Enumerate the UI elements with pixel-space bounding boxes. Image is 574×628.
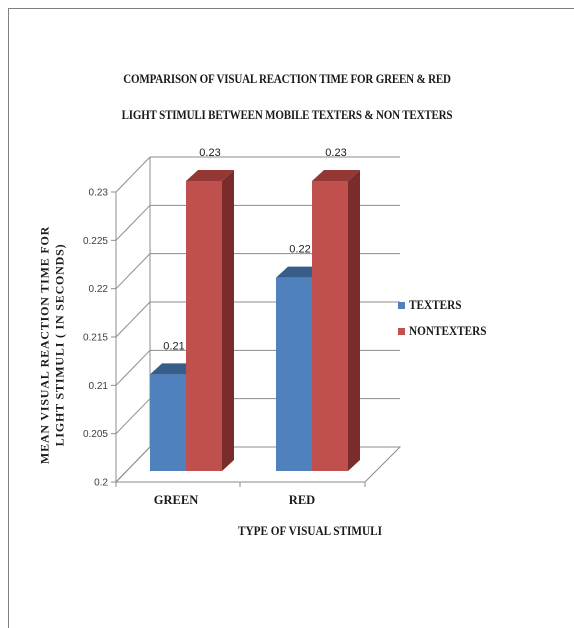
legend-label-texters: TEXTERS xyxy=(409,298,462,313)
bar-nontexters-green xyxy=(186,181,222,471)
bar-side-nontexters-green xyxy=(222,170,234,471)
legend-item-nontexters: NONTEXTERS xyxy=(398,318,495,344)
data-label-nontexters-red: 0.23 xyxy=(325,147,346,159)
data-label-texters-red: 0.22 xyxy=(289,244,310,256)
bar-texters-red xyxy=(276,278,312,471)
y-tick-label-2: 0.21 xyxy=(89,381,109,392)
bar-texters-green xyxy=(150,374,186,471)
legend-label-nontexters: NONTEXTERS xyxy=(409,324,487,339)
bar-nontexters-red xyxy=(312,181,348,471)
x-tick-label-green: GREEN xyxy=(154,493,198,507)
legend-swatch-nontexters xyxy=(398,328,405,335)
y-tick-label-3: 0.215 xyxy=(83,333,108,344)
legend-swatch-texters xyxy=(398,302,405,309)
data-label-texters-green: 0.21 xyxy=(163,340,184,352)
gridline-side-4 xyxy=(116,254,150,289)
legend-item-texters: TEXTERS xyxy=(398,292,495,318)
bar-side-nontexters-red xyxy=(348,170,360,471)
y-tick-label-1: 0.205 xyxy=(83,429,108,440)
data-label-nontexters-green: 0.23 xyxy=(199,147,220,159)
gridline-side-6 xyxy=(116,157,150,192)
gridline-side-5 xyxy=(116,205,150,240)
y-tick-label-6: 0.23 xyxy=(89,188,109,199)
legend: TEXTERS NONTEXTERS xyxy=(398,292,495,344)
gridline-side-1 xyxy=(116,399,150,434)
x-axis-label: TYPE OF VISUAL STIMULI xyxy=(166,524,454,539)
y-tick-label-4: 0.22 xyxy=(89,284,109,295)
y-tick-label-5: 0.225 xyxy=(83,236,108,247)
gridline-side-3 xyxy=(116,302,150,337)
y-tick-label-0: 0.2 xyxy=(94,478,108,489)
x-tick-label-red: RED xyxy=(289,493,315,507)
gridline-side-2 xyxy=(116,350,150,385)
